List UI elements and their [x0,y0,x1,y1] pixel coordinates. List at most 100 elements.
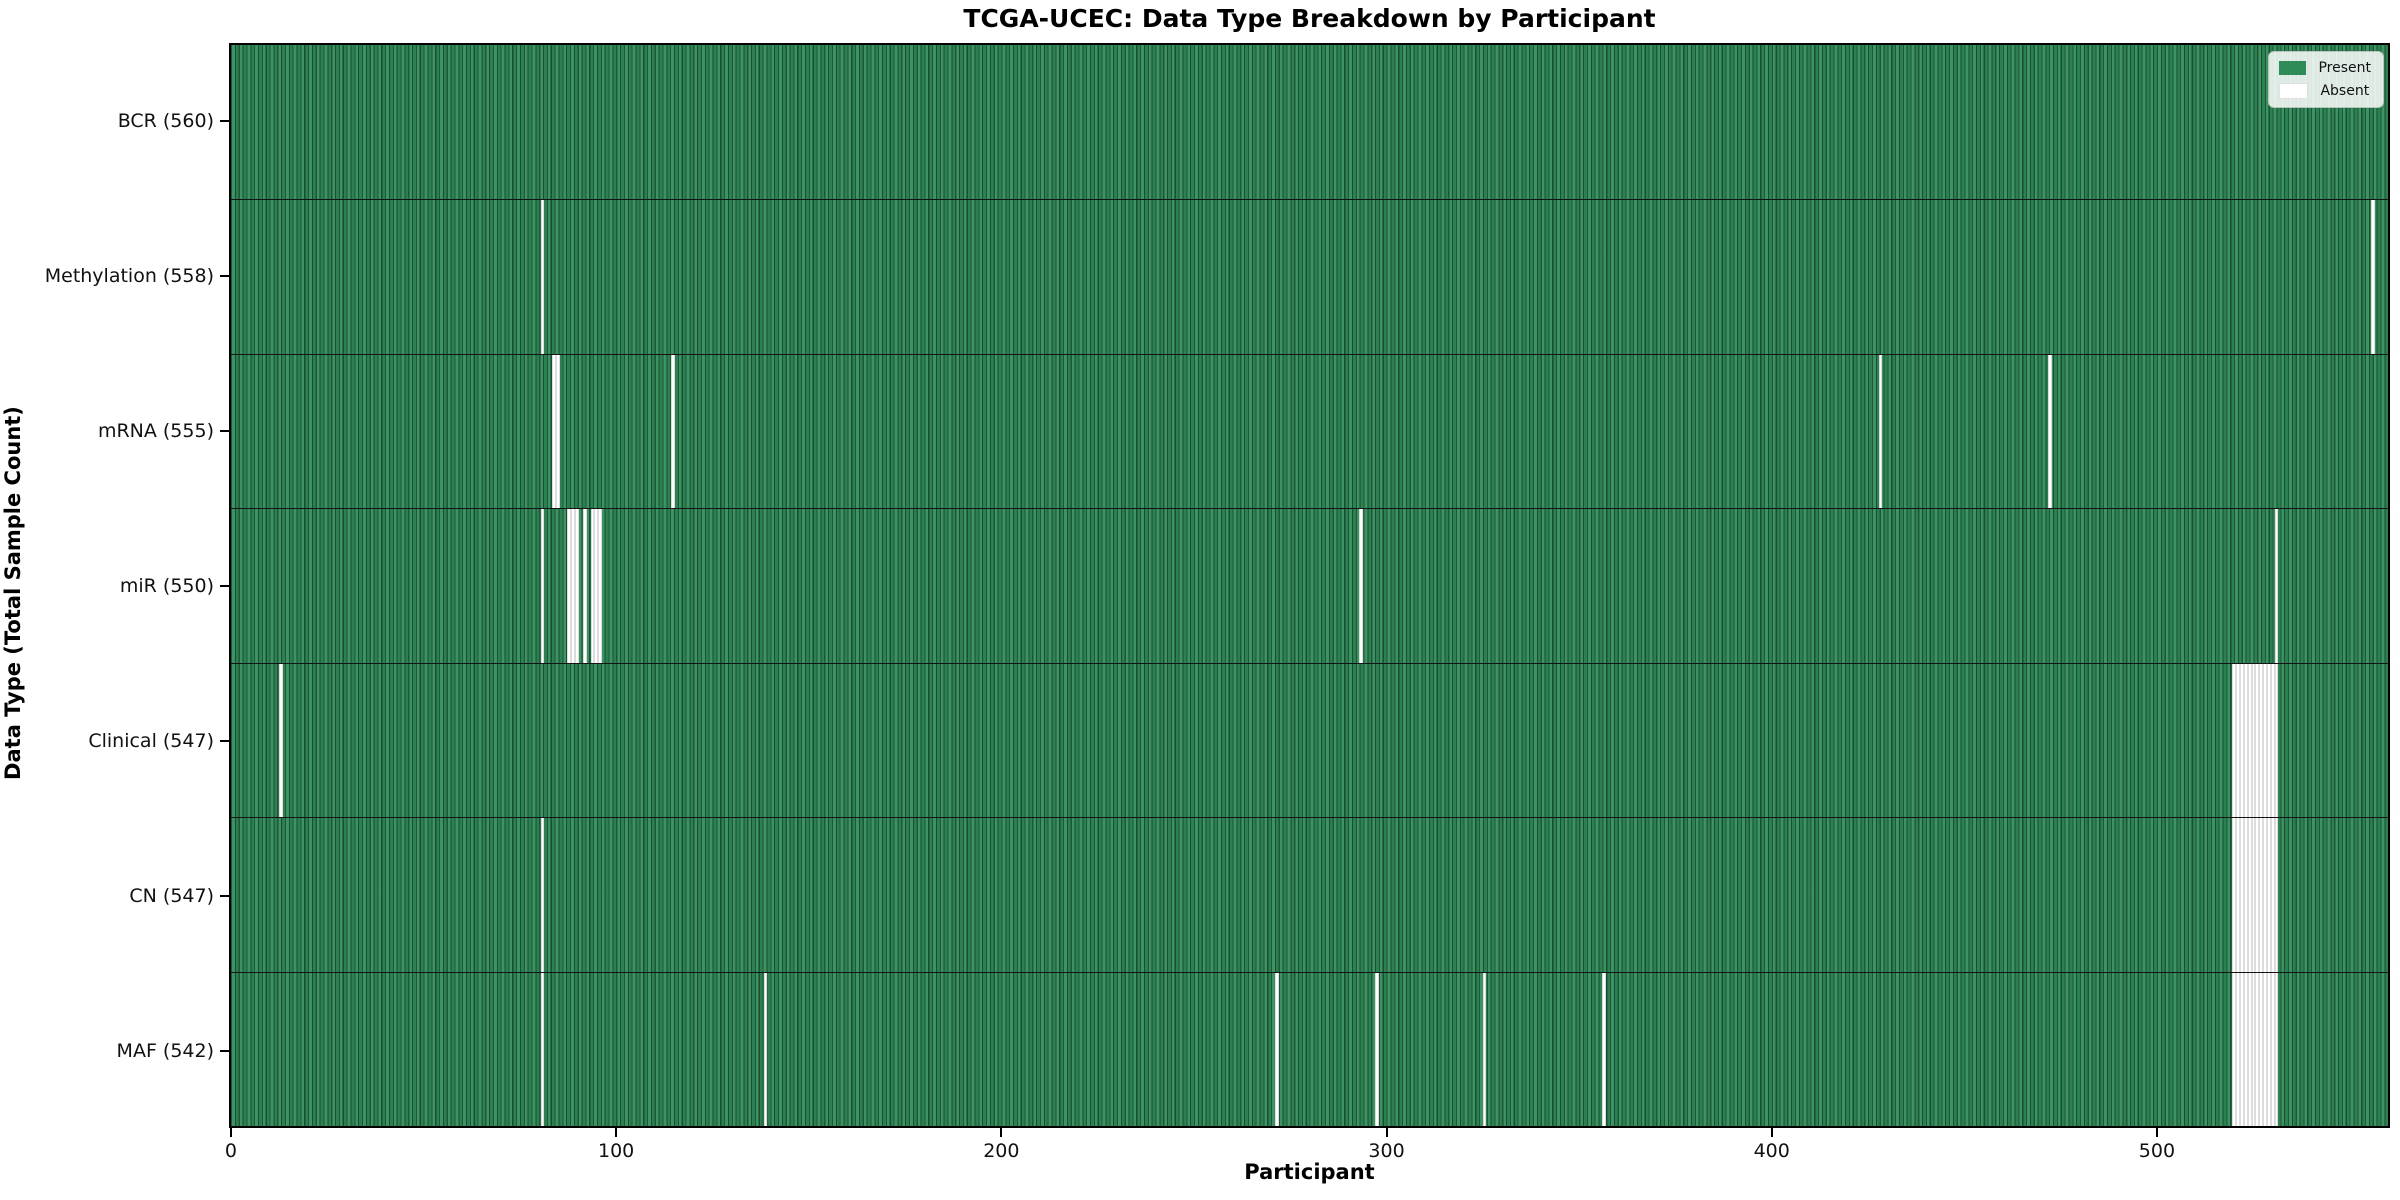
absent-cell [2263,972,2267,1126]
y-tick-mark [220,274,229,277]
row-mir [231,508,2388,663]
legend-item-present: Present [2279,60,2371,76]
x-tick-label: 500 [2138,1140,2176,1162]
absent-cell [571,509,576,663]
absent-cell [2270,818,2275,972]
legend: Present Absent [2268,51,2384,108]
absent-cell [594,509,599,663]
y-tick-label: BCR (560) [117,109,214,132]
y-tick-mark [220,1049,229,1052]
absent-cell [2239,972,2244,1126]
x-tick-mark [1385,1128,1388,1137]
absent-cell [1878,354,1883,509]
absent-cell [540,200,545,354]
absent-cell [2274,509,2279,663]
absent-cell [2266,972,2271,1126]
absent-cell [2239,663,2244,818]
absent-cell [2255,818,2260,972]
x-tick-label: 100 [597,1140,635,1162]
x-tick-label: 0 [224,1140,237,1162]
legend-absent-label: Absent [2320,83,2370,99]
y-tick-mark [220,429,229,432]
y-tick-label: CN (547) [129,884,214,907]
absent-cell [2370,200,2375,354]
absent-cell [2259,663,2264,818]
row-mrna [231,353,2388,509]
absent-swatch-icon [2279,83,2309,99]
absent-cell [2243,972,2248,1126]
plot-area [229,43,2390,1128]
chart-title: TCGA-UCEC: Data Type Breakdown by Partic… [963,4,1656,33]
absent-cell [763,972,768,1126]
absent-cell [2243,663,2248,818]
absent-cell [2270,663,2275,818]
y-tick-mark [220,584,229,587]
absent-cell [1274,972,1279,1126]
absent-cell [2243,818,2248,972]
absent-cell [2251,818,2256,972]
y-tick-label: MAF (542) [116,1039,214,1062]
y-tick-label: Clinical (547) [88,729,214,752]
absent-cell [2236,972,2240,1126]
absent-cell [540,972,545,1126]
absent-cell [2266,663,2271,818]
absent-cell [540,818,545,972]
x-tick-mark [1000,1128,1003,1137]
x-tick-label: 400 [1753,1140,1790,1162]
y-tick-label: miR (550) [119,574,214,597]
absent-cell [2247,818,2252,972]
absent-cell [2247,972,2252,1126]
row-bcr [231,45,2388,200]
x-tick-label: 300 [1368,1140,1405,1162]
absent-cell [2236,663,2240,818]
absent-cell [598,509,603,663]
present-swatch-icon [2279,61,2307,75]
absent-cell [2047,354,2052,509]
absent-cell [2255,663,2260,818]
legend-item-absent: Absent [2279,83,2371,99]
absent-cell [2255,972,2260,1126]
absent-cell [2274,972,2279,1126]
absent-cell [2266,818,2271,972]
row-maf [231,971,2388,1126]
absent-cell [2251,663,2256,818]
absent-cell [1359,509,1364,663]
absent-cell [2263,663,2267,818]
absent-cell [2270,972,2275,1126]
absent-cell [2247,663,2252,818]
absent-cell [2263,818,2267,972]
legend-present-label: Present [2318,60,2371,76]
row-clinical [231,662,2388,818]
y-tick-mark [220,894,229,897]
x-tick-mark [1770,1128,1773,1137]
absent-cell [671,354,676,509]
row-cn [231,817,2388,972]
x-tick-mark [229,1128,232,1137]
absent-cell [582,509,587,663]
absent-cell [1374,972,1379,1126]
x-tick-mark [615,1128,618,1137]
absent-cell [2251,972,2256,1126]
y-tick-label: Methylation (558) [44,264,214,287]
x-tick-label: 200 [983,1140,1020,1162]
absent-cell [567,509,572,663]
absent-cell [2259,818,2264,972]
absent-cell [2236,818,2240,972]
absent-cell [540,509,545,663]
absent-cell [1601,972,1606,1126]
y-tick-label: mRNA (555) [97,419,214,442]
absent-cell [590,509,595,663]
absent-cell [1482,972,1487,1126]
absent-cell [2274,663,2279,818]
row-methylation [231,199,2388,354]
absent-cell [2239,818,2244,972]
absent-cell [2232,818,2237,972]
absent-cell [575,509,579,663]
y-tick-mark [220,739,229,742]
absent-cell [555,354,560,509]
absent-cell [552,354,556,509]
absent-cell [279,663,283,818]
x-tick-mark [2155,1128,2158,1137]
absent-cell [2232,972,2237,1126]
